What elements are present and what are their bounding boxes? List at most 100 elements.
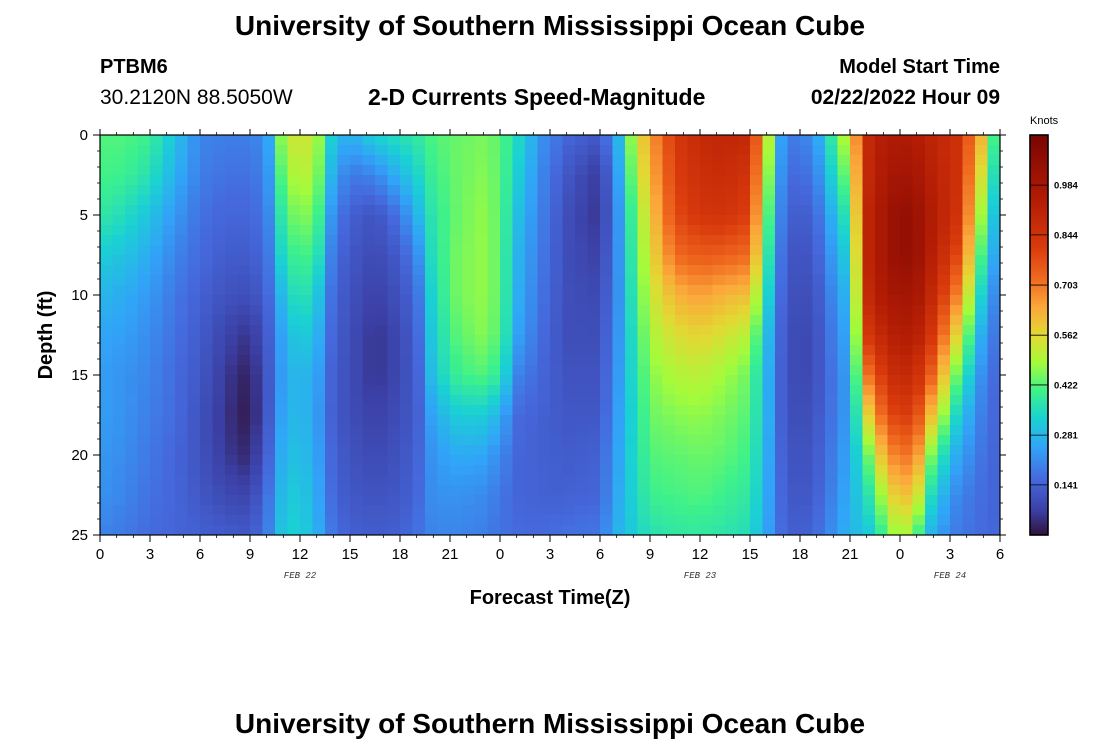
heatmap-cell <box>600 425 614 436</box>
heatmap-cell <box>375 245 389 256</box>
heatmap-cell <box>237 315 251 326</box>
heatmap-cell <box>237 225 251 236</box>
heatmap-cell <box>887 495 901 506</box>
heatmap-cell <box>950 175 964 186</box>
heatmap-cell <box>150 185 164 196</box>
heatmap-cell <box>462 435 476 446</box>
heatmap-cell <box>825 275 839 286</box>
heatmap-cell <box>275 185 289 196</box>
heatmap-cell <box>475 335 489 346</box>
heatmap-cell <box>487 425 501 436</box>
heatmap-cell <box>750 385 764 396</box>
heatmap-cell <box>925 145 939 156</box>
heatmap-cell <box>350 495 364 506</box>
heatmap-cell <box>462 515 476 526</box>
heatmap-cell <box>725 455 739 466</box>
heatmap-cell <box>187 175 201 186</box>
heatmap-cell <box>500 135 514 146</box>
heatmap-cell <box>925 435 939 446</box>
heatmap-cell <box>550 305 564 316</box>
heatmap-cell <box>650 205 664 216</box>
heatmap-cell <box>837 355 851 366</box>
heatmap-cell <box>700 285 714 296</box>
heatmap-cell <box>550 155 564 166</box>
heatmap-cell <box>162 525 176 535</box>
heatmap-cell <box>250 295 264 306</box>
heatmap-cell <box>325 505 339 516</box>
heatmap-cell <box>162 285 176 296</box>
heatmap-cell <box>750 275 764 286</box>
heatmap-cell <box>850 215 864 226</box>
heatmap-cell <box>437 435 451 446</box>
heatmap-cell <box>412 405 426 416</box>
heatmap-cell <box>312 235 326 246</box>
heatmap-cell <box>275 355 289 366</box>
heatmap-cell <box>750 345 764 356</box>
heatmap-cell <box>812 295 826 306</box>
heatmap-cell <box>425 145 439 156</box>
heatmap-cell <box>550 225 564 236</box>
heatmap-cell <box>300 255 314 266</box>
heatmap-cell <box>200 415 214 426</box>
heatmap-cell <box>362 135 376 146</box>
x-tick-label: 6 <box>196 546 204 563</box>
heatmap-cell <box>725 205 739 216</box>
heatmap-cell <box>712 175 726 186</box>
heatmap-cell <box>675 355 689 366</box>
heatmap-cell <box>962 465 976 476</box>
heatmap-cell <box>600 185 614 196</box>
heatmap-cell <box>350 445 364 456</box>
heatmap-cell <box>500 285 514 296</box>
heatmap-cell <box>362 435 376 446</box>
heatmap-cell <box>350 285 364 296</box>
heatmap-cell <box>987 335 1000 346</box>
heatmap-cell <box>875 255 889 266</box>
heatmap-cell <box>625 525 639 535</box>
heatmap-cell <box>537 195 551 206</box>
heatmap-cell <box>537 275 551 286</box>
heatmap-cell <box>237 415 251 426</box>
heatmap-cell <box>337 385 351 396</box>
heatmap-cell <box>312 295 326 306</box>
heatmap-cell <box>337 485 351 496</box>
heatmap-cell <box>175 475 189 486</box>
heatmap-cell <box>812 315 826 326</box>
heatmap-cell <box>287 265 301 276</box>
heatmap-cell <box>600 145 614 156</box>
heatmap-cell <box>337 335 351 346</box>
heatmap-cell <box>400 175 414 186</box>
heatmap-cell <box>225 185 239 196</box>
heatmap-cell <box>675 295 689 306</box>
heatmap-cell <box>700 505 714 516</box>
heatmap-cell <box>187 265 201 276</box>
heatmap-cell <box>937 235 951 246</box>
heatmap-cell <box>937 135 951 146</box>
heatmap-cell <box>437 215 451 226</box>
heatmap-cell <box>312 445 326 456</box>
heatmap-cell <box>937 435 951 446</box>
heatmap-cell <box>637 415 651 426</box>
heatmap-cell <box>612 275 626 286</box>
heatmap-cell <box>837 285 851 296</box>
heatmap-cell <box>500 145 514 156</box>
heatmap-cell <box>175 355 189 366</box>
heatmap-cell <box>512 465 526 476</box>
heatmap-cell <box>775 345 789 356</box>
heatmap-cell <box>187 485 201 496</box>
heatmap-cell <box>125 465 139 476</box>
heatmap-cell <box>137 455 151 466</box>
heatmap-cell <box>250 335 264 346</box>
heatmap-cell <box>200 505 214 516</box>
heatmap-cell <box>675 175 689 186</box>
heatmap-cell <box>562 165 576 176</box>
heatmap-cell <box>237 205 251 216</box>
heatmap-cell <box>662 135 676 146</box>
heatmap-cell <box>562 135 576 146</box>
heatmap-cell <box>337 425 351 436</box>
heatmap-cell <box>862 525 876 535</box>
heatmap-cell <box>550 435 564 446</box>
heatmap-cell <box>662 525 676 535</box>
heatmap-cell <box>625 445 639 456</box>
heatmap-cell <box>975 525 989 535</box>
heatmap-cell <box>200 445 214 456</box>
